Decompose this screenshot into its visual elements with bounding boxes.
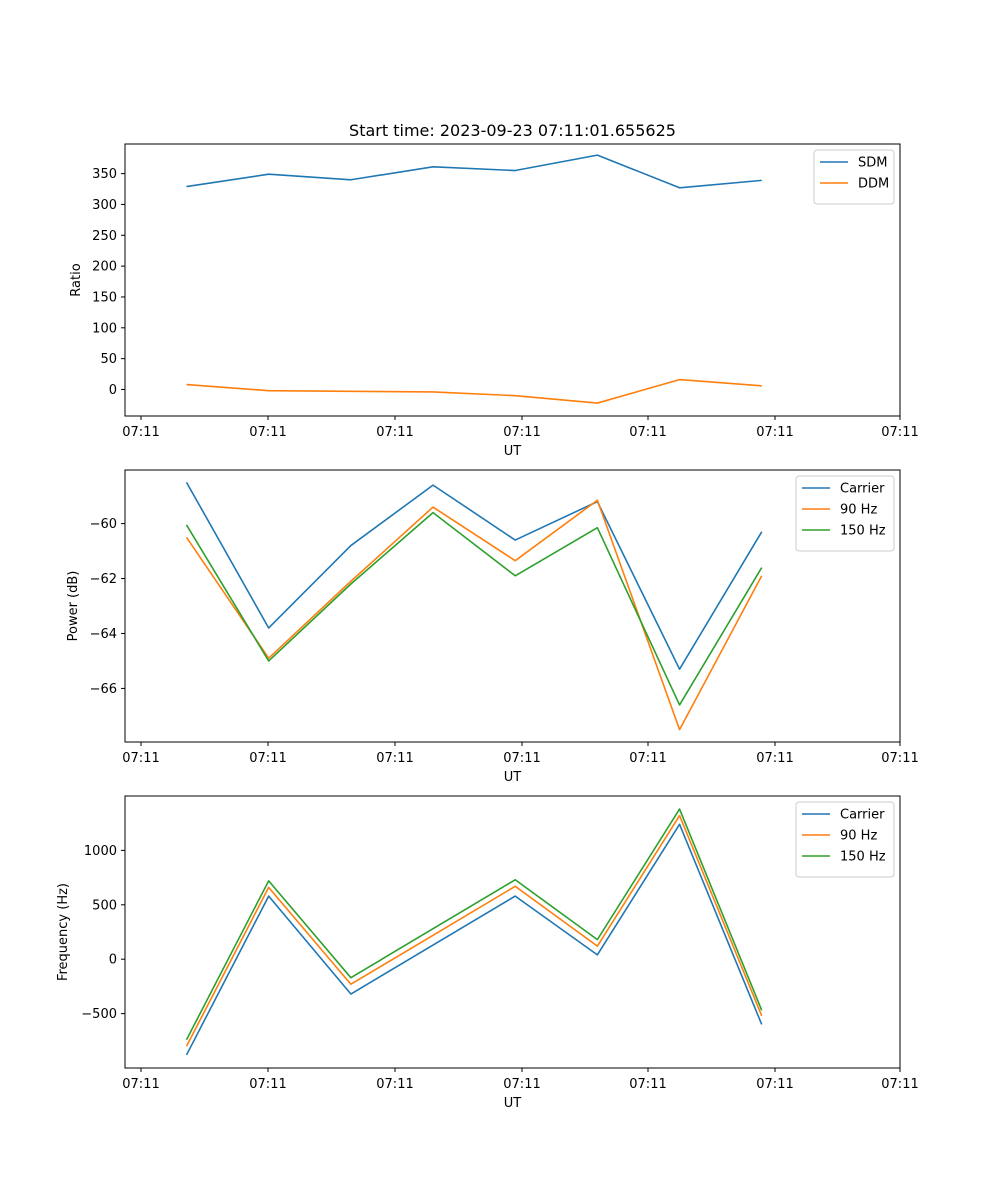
legend-label: 150 Hz (840, 850, 886, 865)
legend: Carrier 90 Hz 150 Hz (795, 801, 895, 878)
x-tick-label: 07:11 (881, 1077, 918, 1092)
x-tick-label: 07:11 (503, 751, 540, 766)
legend-label: 90 Hz (840, 503, 877, 518)
x-tick-label: 07:11 (503, 1077, 540, 1092)
y-tick-label: 500 (92, 898, 117, 913)
x-tick-label: 07:11 (122, 1077, 159, 1092)
plot-frame (124, 469, 901, 743)
x-tick-label: 07:11 (376, 751, 413, 766)
legend-label: SDM (858, 156, 887, 171)
x-tick-label: 07:11 (122, 425, 159, 440)
x-tick-label: 07:11 (629, 751, 666, 766)
y-tick-label: 300 (92, 198, 117, 213)
legend-label: Carrier (840, 482, 885, 497)
y-tick-label: 1000 (84, 844, 117, 859)
series-line-sdm (186, 154, 762, 189)
y-tick-label: −60 (90, 517, 117, 532)
x-tick-label: 07:11 (249, 1077, 286, 1092)
y-tick-label: −500 (81, 1007, 117, 1022)
series-line-ddm (186, 378, 762, 404)
x-axis-label: UT (504, 1096, 522, 1111)
series-line-90-hz (185, 499, 763, 731)
legend-label: 150 Hz (840, 524, 886, 539)
x-tick-label: 07:11 (756, 1077, 793, 1092)
x-axis-label: UT (504, 444, 522, 459)
chart-title: Start time: 2023-09-23 07:11:01.655625 (349, 121, 676, 140)
y-tick-label: −62 (90, 572, 117, 587)
series-line-carrier (185, 823, 763, 1056)
y-axis-label: Power (dB) (66, 571, 81, 642)
y-tick-label: 250 (92, 229, 117, 244)
y-tick-label: 50 (100, 352, 117, 367)
y-tick-label: −66 (90, 682, 117, 697)
series-line-carrier (185, 481, 763, 670)
x-tick-label: 07:11 (756, 751, 793, 766)
chart-panel-1: Start time: 2023-09-23 07:11:01.655625 0 5… (69, 121, 919, 459)
x-tick-label: 07:11 (629, 425, 666, 440)
y-tick-label: 150 (92, 290, 117, 305)
y-axis-label: Frequency (Hz) (56, 883, 71, 981)
x-tick-label: 07:11 (122, 751, 159, 766)
series-line-150-hz (185, 511, 763, 706)
legend-label: Carrier (840, 808, 885, 823)
y-tick-label: 350 (92, 167, 117, 182)
y-tick-label: 100 (92, 321, 117, 336)
x-tick-label: 07:11 (503, 425, 540, 440)
y-tick-label: 200 (92, 260, 117, 275)
x-tick-label: 07:11 (376, 425, 413, 440)
x-tick-label: 07:11 (249, 751, 286, 766)
y-tick-label: 0 (109, 383, 117, 398)
y-tick-label: 0 (109, 953, 117, 968)
legend-label: 90 Hz (840, 829, 877, 844)
chart-panel-2: −66 −64 −62 −60 07:11 07:11 07:11 07:11 07:11 07:… (66, 469, 919, 785)
x-tick-label: 07:11 (881, 425, 918, 440)
legend-box (813, 149, 895, 205)
legend: SDM DDM (813, 149, 895, 205)
legend: Carrier 90 Hz 150 Hz (795, 475, 895, 552)
x-tick-label: 07:11 (629, 1077, 666, 1092)
x-tick-label: 07:11 (881, 751, 918, 766)
chart-panel-3: −500 0 500 1000 07:11 07:11 07:11 07:11 07:11 07:… (56, 795, 919, 1111)
legend-label: DDM (858, 177, 889, 192)
series-line-90-hz (185, 814, 763, 1047)
series-line-150-hz (185, 808, 763, 1041)
legend-box (795, 801, 895, 878)
x-tick-label: 07:11 (376, 1077, 413, 1092)
y-axis-label: Ratio (69, 263, 84, 296)
plot-frame (124, 143, 901, 417)
plot-frame (124, 795, 901, 1069)
y-tick-label: −64 (90, 627, 117, 642)
x-tick-label: 07:11 (756, 425, 793, 440)
x-tick-label: 07:11 (249, 425, 286, 440)
x-axis-label: UT (504, 770, 522, 785)
legend-box (795, 475, 895, 552)
